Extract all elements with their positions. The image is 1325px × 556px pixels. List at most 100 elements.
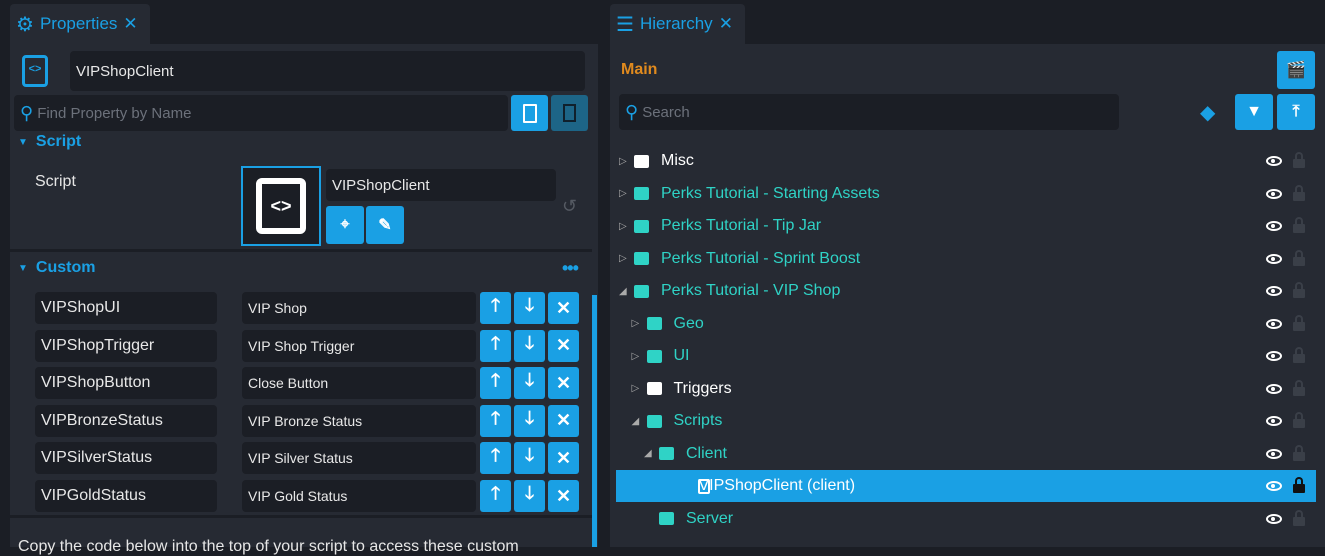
remove-button[interactable]: ✕ [548, 442, 579, 475]
move-down-button[interactable]: 🡓 [514, 367, 545, 400]
tree-item[interactable]: ◢ Client [616, 438, 1316, 470]
filter-icon: ▼ [1246, 103, 1262, 120]
hierarchy-search-input[interactable]: ⚲ Search [619, 94, 1119, 130]
more-options-icon[interactable]: ••• [562, 258, 579, 278]
property-search-input[interactable]: ⚲ Find Property by Name [14, 95, 508, 131]
collapsed-arrow-icon[interactable]: ▷ [619, 188, 627, 199]
expanded-arrow-icon[interactable]: ◢ [644, 448, 652, 459]
lock-icon[interactable] [1293, 314, 1305, 331]
move-down-button[interactable]: 🡓 [514, 404, 545, 437]
custom-property-name[interactable]: VIPShopUI [35, 292, 217, 324]
remove-button[interactable]: ✕ [548, 480, 579, 512]
remove-button[interactable]: ✕ [548, 367, 579, 400]
tree-item[interactable]: ▷ Perks Tutorial - Starting Assets [616, 178, 1316, 210]
script-value-field[interactable]: VIPShopClient [326, 169, 556, 201]
custom-property-value[interactable]: VIP Silver Status [242, 442, 476, 475]
move-down-button[interactable]: 🡓 [514, 329, 545, 362]
visibility-eye-icon[interactable] [1266, 221, 1282, 231]
move-up-button[interactable]: 🡑 [480, 480, 511, 512]
lock-icon[interactable] [1293, 412, 1305, 428]
lock-icon[interactable] [1293, 184, 1305, 201]
collapsed-arrow-icon[interactable]: ▷ [631, 383, 640, 394]
visibility-eye-icon[interactable] [1266, 156, 1282, 166]
custom-property-value[interactable]: VIP Shop [242, 292, 476, 324]
edit-script-button[interactable]: ✎ [366, 206, 404, 244]
lock-icon[interactable] [1293, 477, 1305, 493]
filter-button[interactable]: ▼ [1235, 94, 1273, 130]
custom-property-name[interactable]: VIPBronzeStatus [35, 404, 217, 437]
tree-item[interactable]: ▷ Misc [616, 145, 1316, 177]
tree-item[interactable]: ◢ Scripts [616, 405, 1316, 437]
lock-icon[interactable] [1293, 282, 1305, 298]
reset-icon[interactable]: ↺ [562, 196, 578, 216]
move-up-button[interactable]: 🡑 [480, 404, 511, 437]
move-up-button[interactable]: 🡑 [480, 367, 511, 400]
lock-icon[interactable] [1293, 217, 1305, 233]
copy-button[interactable] [511, 95, 548, 131]
lock-icon[interactable] [1293, 444, 1305, 461]
visibility-eye-icon[interactable] [1266, 188, 1282, 199]
custom-property-value[interactable]: VIP Gold Status [242, 480, 476, 512]
lock-icon[interactable] [1293, 152, 1305, 168]
expanded-arrow-icon[interactable]: ◢ [619, 285, 627, 297]
tree-item[interactable]: ▷ Triggers [616, 373, 1316, 405]
collapsed-arrow-icon[interactable]: ▷ [631, 318, 640, 329]
remove-button[interactable]: ✕ [548, 329, 579, 362]
collapse-button[interactable]: ⤒ [1277, 94, 1315, 130]
custom-property-value[interactable]: VIP Shop Trigger [242, 329, 476, 362]
custom-property-name[interactable]: VIPShopButton [35, 367, 217, 400]
collapsed-arrow-icon[interactable]: ▷ [619, 155, 627, 167]
collapsed-arrow-icon[interactable]: ▷ [619, 220, 627, 232]
visibility-eye-icon[interactable] [1266, 481, 1282, 491]
lock-icon[interactable] [1293, 347, 1305, 363]
tab-properties[interactable]: ⚙ Properties ✕ [10, 4, 150, 44]
custom-property-value[interactable]: Close Button [242, 367, 476, 400]
remove-button[interactable]: ✕ [548, 404, 579, 437]
move-up-button[interactable]: 🡑 [480, 292, 511, 324]
tree-item[interactable]: VIPShopClient (client) [616, 470, 1316, 502]
object-name-input[interactable]: VIPShopClient [70, 51, 585, 91]
collapsed-arrow-icon[interactable]: ▷ [619, 253, 627, 264]
expanded-arrow-icon[interactable]: ◢ [631, 415, 640, 427]
scrollbar[interactable] [592, 295, 597, 547]
move-down-button[interactable]: 🡓 [514, 442, 545, 475]
tab-hierarchy[interactable]: ☰ Hierarchy ✕ [610, 4, 745, 44]
script-thumbnail[interactable]: <> [241, 166, 321, 246]
section-custom[interactable]: ▼ Custom [18, 259, 96, 276]
custom-property-name[interactable]: VIPShopTrigger [35, 329, 217, 362]
tree-item[interactable]: ▷ Geo [616, 308, 1316, 340]
locate-script-button[interactable]: ⌖ [326, 206, 364, 244]
move-down-button[interactable]: 🡓 [514, 292, 545, 324]
visibility-eye-icon[interactable] [1266, 513, 1282, 524]
visibility-eye-icon[interactable] [1266, 286, 1282, 296]
custom-property-value[interactable]: VIP Bronze Status [242, 404, 476, 437]
custom-property-name[interactable]: VIPGoldStatus [35, 480, 217, 512]
scene-settings-button[interactable]: 🎬 [1277, 51, 1315, 89]
visibility-eye-icon[interactable] [1266, 253, 1282, 264]
move-down-button[interactable]: 🡓 [514, 480, 545, 512]
custom-property-name[interactable]: VIPSilverStatus [35, 442, 217, 475]
tree-item[interactable]: Server [616, 503, 1316, 535]
collapsed-arrow-icon[interactable]: ▷ [631, 350, 640, 362]
close-icon[interactable]: ✕ [123, 14, 138, 33]
tree-item[interactable]: ▷ Perks Tutorial - Sprint Boost [616, 243, 1316, 275]
section-script[interactable]: ▼ Script [18, 133, 82, 150]
cube-icon[interactable]: ◆ [1200, 102, 1216, 124]
visibility-eye-icon[interactable] [1266, 383, 1282, 394]
lock-icon[interactable] [1293, 249, 1305, 266]
move-up-button[interactable]: 🡑 [480, 329, 511, 362]
tree-item[interactable]: ◢ Perks Tutorial - VIP Shop [616, 275, 1316, 307]
visibility-eye-icon[interactable] [1266, 448, 1282, 459]
lock-icon[interactable] [1293, 379, 1305, 396]
visibility-eye-icon[interactable] [1266, 318, 1282, 329]
lock-icon[interactable] [1293, 509, 1305, 526]
paste-button[interactable] [551, 95, 588, 131]
move-up-button[interactable]: 🡑 [480, 442, 511, 475]
arrow-up-icon: 🡑 [490, 332, 501, 353]
visibility-eye-icon[interactable] [1266, 416, 1282, 426]
visibility-eye-icon[interactable] [1266, 351, 1282, 361]
tree-item[interactable]: ▷ UI [616, 340, 1316, 372]
tree-item[interactable]: ▷ Perks Tutorial - Tip Jar [616, 210, 1316, 242]
remove-button[interactable]: ✕ [548, 292, 579, 324]
close-icon[interactable]: ✕ [718, 14, 733, 33]
